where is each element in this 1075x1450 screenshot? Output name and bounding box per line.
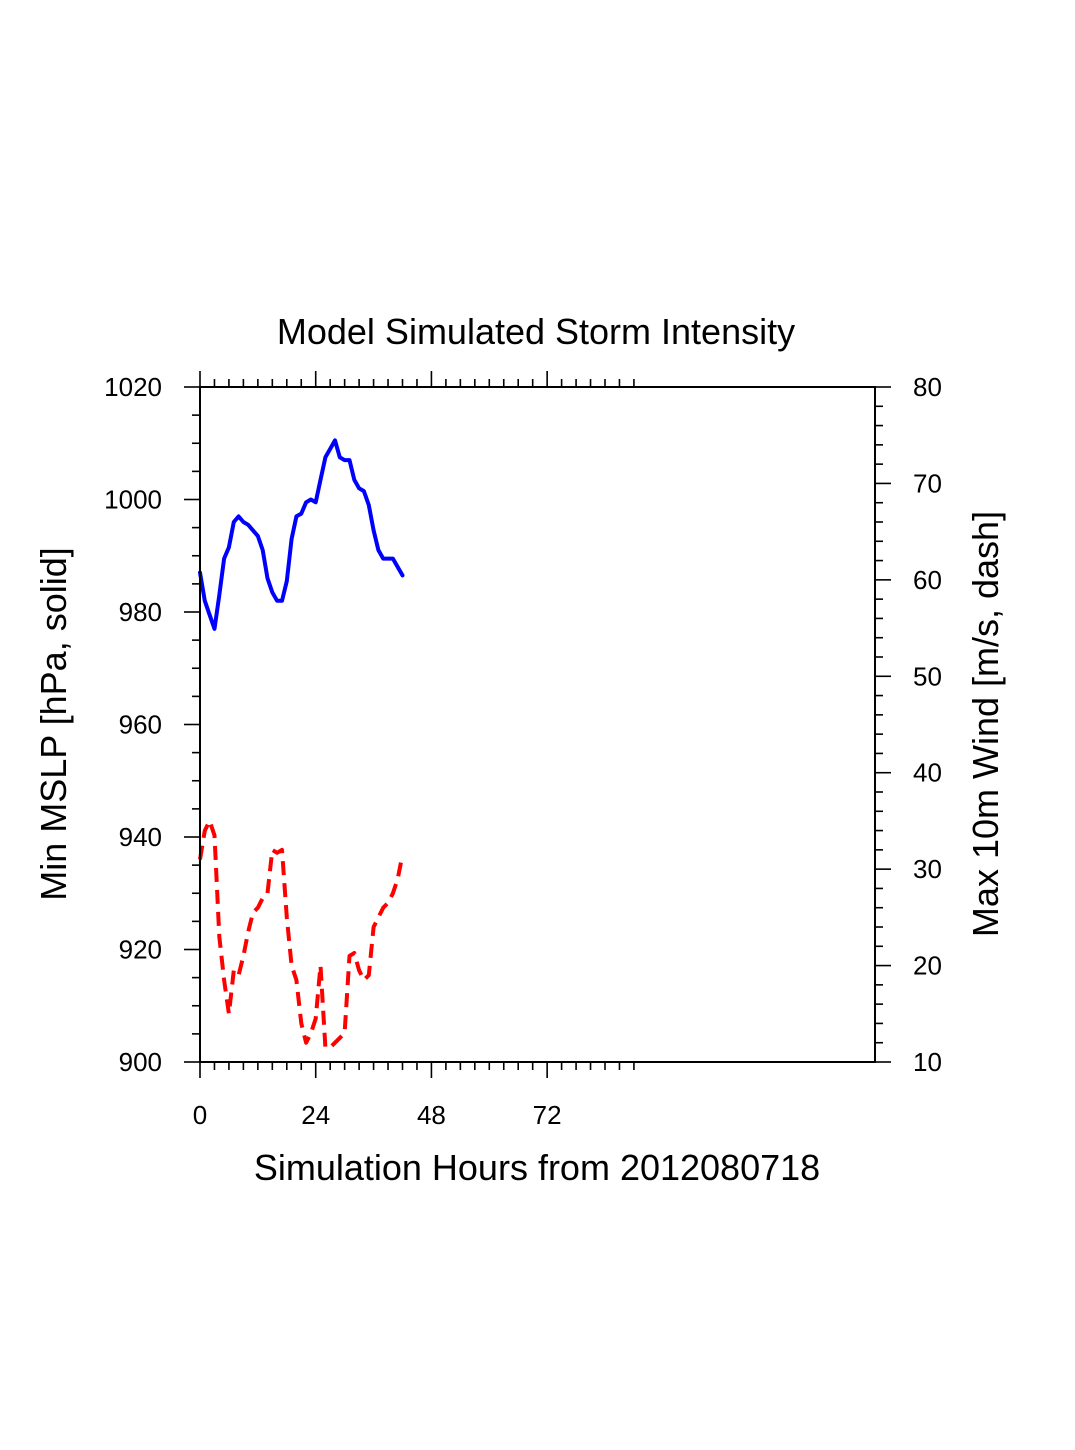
y-left-tick-label: 900 — [119, 1047, 162, 1077]
y-right-tick-label: 40 — [913, 758, 942, 788]
x-tick-label: 24 — [301, 1100, 330, 1130]
axis-tick-labels: 0 24 48 72900920940960980100010201020304050… — [104, 372, 942, 1130]
y-left-tick-label: 960 — [119, 710, 162, 740]
max-wind-dashed-line — [198, 818, 405, 1050]
y-left-tick-label: 1000 — [104, 485, 162, 515]
y-right-tick-label: 60 — [913, 565, 942, 595]
y-right-tick-label: 50 — [913, 661, 942, 691]
y-right-tick-label: 10 — [913, 1047, 942, 1077]
chart-title: Model Simulated Storm Intensity — [277, 311, 795, 352]
y-right-tick-label: 30 — [913, 854, 942, 884]
min-mslp-solid-line — [198, 438, 405, 631]
x-axis-label: Simulation Hours from 2012080718 — [254, 1147, 820, 1188]
y-axis-right-label: Max 10m Wind [m/s, dash] — [965, 511, 1006, 937]
x-tick-label: 48 — [417, 1100, 446, 1130]
x-tick-label: 0 — [193, 1100, 207, 1130]
axis-ticks — [184, 371, 891, 1078]
y-right-tick-label: 20 — [913, 951, 942, 981]
y-left-tick-label: 980 — [119, 597, 162, 627]
y-axis-left-label: Min MSLP [hPa, solid] — [33, 547, 74, 901]
series-layer — [198, 438, 405, 1050]
y-left-tick-label: 920 — [119, 935, 162, 965]
y-right-tick-label: 80 — [913, 372, 942, 402]
plot-frame — [199, 386, 876, 1063]
y-left-tick-label: 1020 — [104, 372, 162, 402]
y-right-tick-label: 70 — [913, 468, 942, 498]
y-left-tick-label: 940 — [119, 822, 162, 852]
x-tick-label: 72 — [533, 1100, 562, 1130]
